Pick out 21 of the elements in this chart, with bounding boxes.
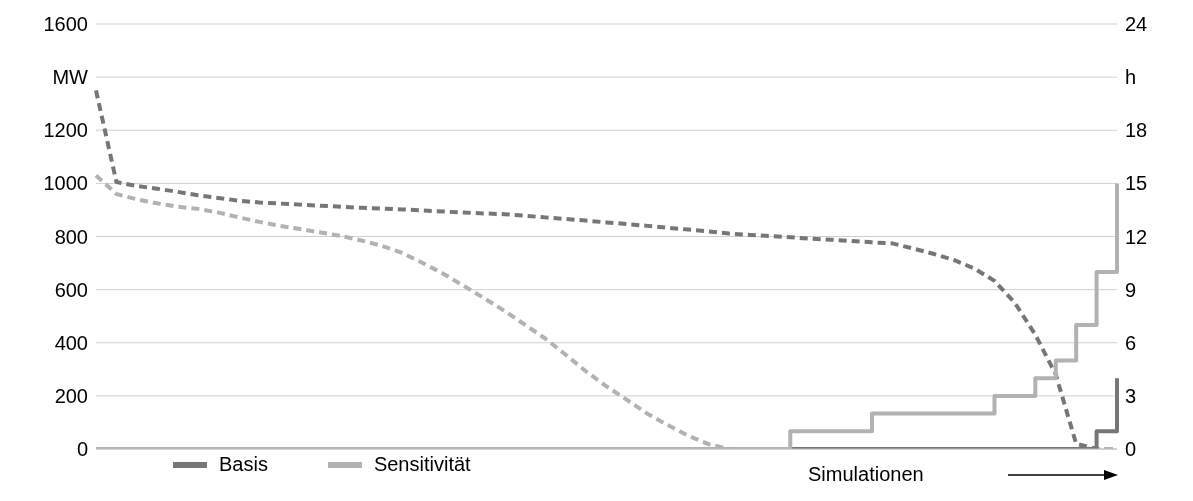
y-tick-label: MW: [52, 66, 89, 89]
y-tick-label: 0: [76, 438, 88, 461]
y-tick-label: 1200: [43, 119, 88, 142]
y2-tick-label: 12: [1125, 225, 1148, 248]
y2-tick-label: 18: [1125, 119, 1148, 142]
y2-tick-label: 3: [1125, 384, 1137, 407]
y-tick-label: 800: [54, 225, 88, 248]
y-tick-label: 200: [54, 384, 88, 407]
y2-tick-label: 9: [1125, 278, 1137, 301]
y-tick-label: 1000: [43, 172, 88, 195]
legend-label: Basis: [219, 453, 268, 476]
y2-tick-label: 15: [1125, 172, 1148, 195]
y-tick-label: 600: [54, 278, 88, 301]
text: Simulationen: [808, 463, 924, 486]
y-tick-label: 1600: [43, 13, 88, 36]
y2-tick-label: 6: [1125, 331, 1137, 354]
y2-tick-label: h: [1125, 66, 1137, 89]
y-tick-label: 400: [54, 331, 88, 354]
y2-tick-label: 24: [1125, 13, 1148, 36]
y2-tick-label: 0: [1125, 438, 1137, 461]
legend-label: Sensitivität: [373, 453, 471, 476]
